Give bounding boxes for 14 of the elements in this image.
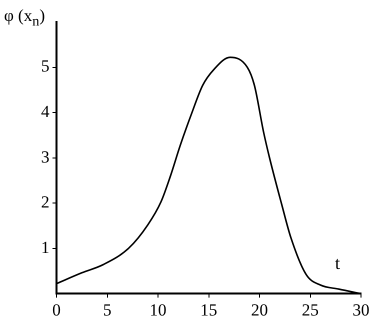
x-axis-title: t: [335, 253, 340, 274]
x-tick-label: 5: [103, 300, 112, 320]
y-tick-label: 5: [41, 56, 50, 76]
x-tick-label: 20: [251, 300, 268, 320]
y-tick-label: 2: [41, 192, 50, 212]
x-tick-label: 10: [150, 300, 166, 320]
y-tick-label: 4: [41, 102, 50, 121]
y-tick-label: 3: [41, 147, 50, 166]
x-tick-label: 0: [52, 300, 61, 320]
y-axis-title: φ (x$_{n}$): [4, 6, 45, 30]
x-tick-label: 25: [302, 300, 319, 320]
y-tick-label: 1: [41, 238, 50, 257]
x-tick-label: 30: [352, 300, 370, 320]
x-tick-label: 15: [200, 300, 218, 320]
